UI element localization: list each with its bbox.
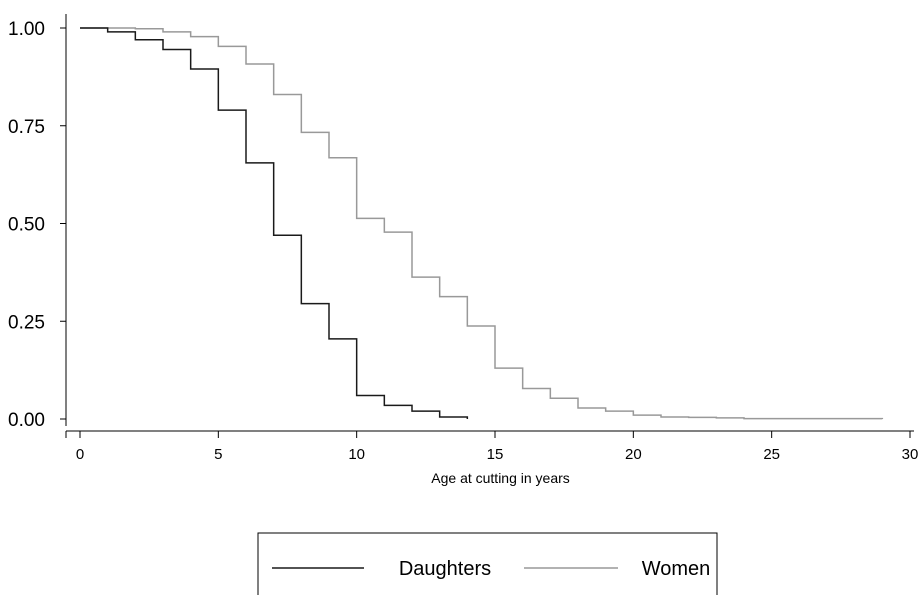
- y-tick-label: 1.00: [8, 19, 45, 40]
- x-tick-label: 10: [348, 446, 365, 463]
- x-tick-label: 25: [763, 446, 780, 463]
- series-line-daughters: [80, 27, 469, 419]
- y-tick-label: 0.25: [8, 312, 45, 333]
- x-tick-label: 15: [487, 446, 504, 463]
- legend: Daughters Women: [257, 532, 718, 595]
- legend-label-women: Women: [642, 558, 711, 580]
- series-line-women: [80, 27, 884, 420]
- x-tick-label: 0: [76, 446, 84, 463]
- x-axis-label: Age at cutting in years: [431, 470, 570, 486]
- y-tick-label: 0.75: [8, 117, 45, 138]
- legend-box: [257, 532, 718, 595]
- x-tick-label: 20: [625, 446, 642, 463]
- axes: 0.00 0.25 0.50 0.75 1.00 0 5 10 15 20 25 30: [8, 14, 918, 463]
- y-tick-label: 0.00: [8, 410, 45, 431]
- legend-label-daughters: Daughters: [399, 558, 491, 580]
- x-tick-label: 5: [214, 446, 222, 463]
- y-tick-label: 0.50: [8, 215, 45, 236]
- series-group: [80, 27, 884, 420]
- x-tick-label: 30: [902, 446, 919, 463]
